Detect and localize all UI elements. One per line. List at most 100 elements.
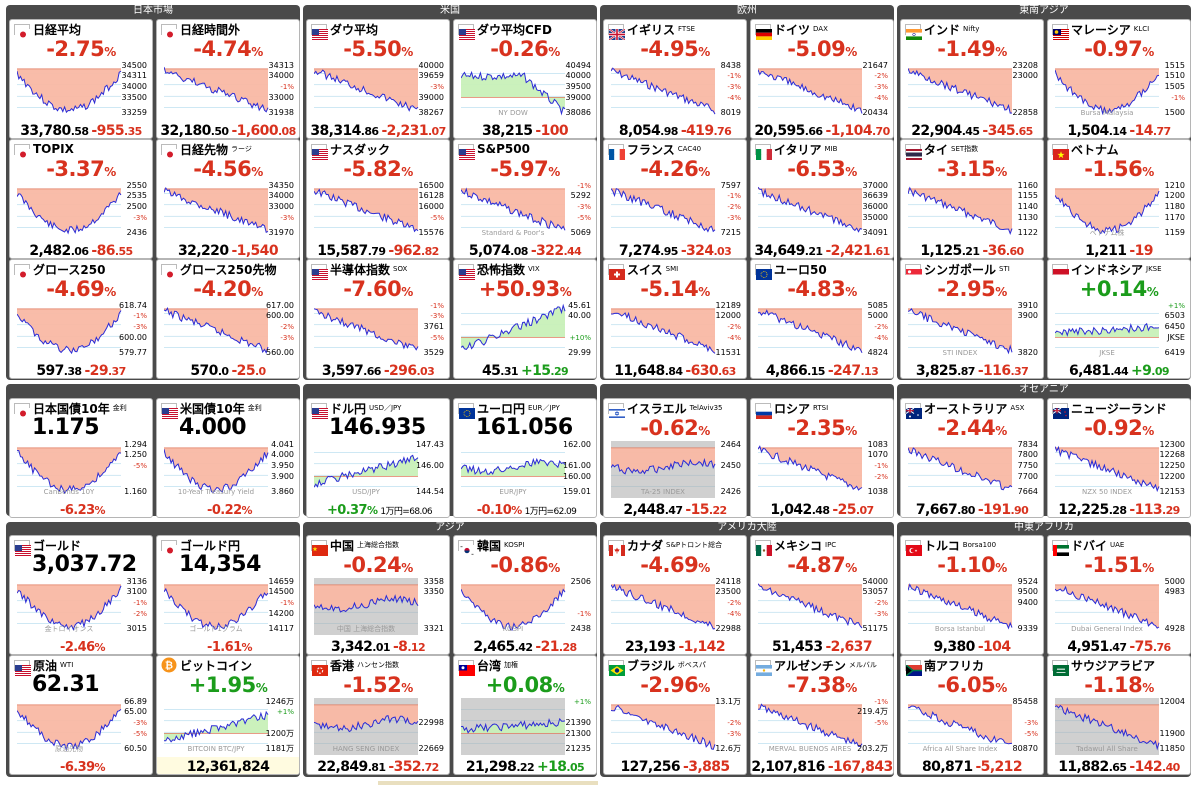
market-card[interactable]: ゴールド円 14,354 ゴールド1グラム 14659 14500 -1% 14200 14… [156,535,300,655]
market-card[interactable]: 恐怖指数 VIX +50.93% 45.61 40.00 +10% 29.99 45.31… [453,259,597,379]
market-card[interactable]: 香港 ハンセン指数 -1.52% HANG SENG INDEX 22998 22669… [306,655,450,775]
market-card[interactable]: マレーシア KLCI -0.97% Bursa Malaysia 1515 1510 15… [1047,19,1191,139]
market-card[interactable]: イギリス FTSE -4.95% 8438 -1% -3% -4% 8019 8,054.9… [603,19,747,139]
market-card[interactable]: 米国債10年 金利 4.000 10-Year Treasury Yield 4.04… [156,398,300,518]
chart-area: BITCOIN BTC/JPY 1246万 +1% 1200万 1181万 [164,698,294,755]
market-card[interactable]: 韓国 KOSPI -0.86% KOSPI 2506 -1% 2438 2,465.42-… [453,535,597,655]
card-footer: +0.37% 1万円=68.06 [307,500,449,517]
change-integer: -191 [977,502,1011,518]
market-card[interactable]: ダウ平均CFD -0.26% NY DOW 40494 40000 39500 39000… [453,19,597,139]
change-percent-value: -0.62 [640,416,699,440]
card-title: 恐怖指数 [477,262,526,277]
market-card[interactable]: ダウ平均 -5.50% 40000 39659 -3% 39000 38267 38,31… [306,19,450,139]
card-header: ダウ平均CFD [458,21,552,40]
change-percent: -0.97% [1048,37,1190,64]
sparkline-chart: TA-25 INDEX 2464 2450 2426 [611,441,741,498]
market-card[interactable]: インドネシア JKSE +0.14% JKSE +1% 6503 6450 JKSE 6419… [1047,259,1191,379]
market-card[interactable]: 日本国債10年 金利 1.175 CanBonds 10Y 1.294 1.250 -5%… [9,398,153,518]
market-card[interactable]: ドイツ DAX -5.09% 21647 -2% -3% -4% 20434 20,595.… [750,19,894,139]
flag-icon [458,402,475,419]
axis-label: 2506 [571,578,591,586]
market-card[interactable]: ユーロ円 EUR／JPY 161.056 EUR/JPY 162.00 161.00 16… [453,398,597,518]
market-card[interactable]: トルコ Borsa100 -1.10% Borsa Istanbul 9524 9500… [900,535,1044,655]
sparkline-fill [17,68,121,113]
market-card[interactable]: スイス SMI -5.14% 12189 12000 -2% -4% 11531 11,64… [603,259,747,379]
market-card[interactable]: シンガポール STI -2.95% STI INDEX 3910 3900 3820 3,… [900,259,1044,379]
sparkline-chart: JKSE +1%6503 6450 JKSE 6419 [1055,302,1185,357]
value-integer: 1,042 [770,502,812,518]
market-card[interactable]: ドル円 USD／JPY 146.935 USD/JPY 147.43 146.00 144… [306,398,450,518]
change-integer: -5,212 [975,759,1022,775]
axis-label: 24118 [716,578,741,586]
card-title: 半導体指数 [330,262,391,277]
axis-label: -3% [874,610,888,618]
market-card[interactable]: ブラジル ボベスパ -2.96% 13.1万 -2% -3% 12.6万 127,256-… [603,655,747,775]
change-percent: -1.52% [307,673,449,700]
market-card[interactable]: ゴールド 3,037.72 金トロイオンス 3136 3100 -1% -2% 3015 -… [9,535,153,655]
market-card[interactable]: 日経平均 -2.75% 34500 34311 34000 33500 33259 33,… [9,19,153,139]
axis-label: -1% [133,599,147,607]
value-decimal: .08 [510,245,528,258]
sparkline-line [461,588,566,631]
market-card[interactable]: ドバイ UAE -1.51% Dubai General Index 5000 4983… [1047,535,1191,655]
market-card[interactable]: 南アフリカ -6.05% Africa All Share Index 85458-… [900,655,1044,775]
sparkline-chart: EUR/JPY 162.00 161.00 160.00 159.01 [461,441,591,496]
market-card[interactable]: 半導体指数 SOX -7.60% -1% -3% 3761 -5% 3529 3,597.6… [306,259,450,379]
value-integer: 1,211 [1085,243,1127,259]
axis-label: 16128 [419,191,444,200]
market-card[interactable]: 原油 WTI 62.31 原油先物 66.89 65.00 -3% -5% 60.50 -6.… [9,655,153,775]
card-header: ドル円 USD／JPY [311,400,401,419]
market-card[interactable]: メキシコ IPC -4.87% 54000 53057 -2% -3% 51175 51,4… [750,535,894,655]
market-card[interactable]: アルゼンチン メルバル -7.38% MERVAL BUENOS AIRES -1% 2… [750,655,894,775]
market-card[interactable]: 中国 上海総合指数 -0.24% 中国 上海総合指数 3358 3350 3321 3,3… [306,535,450,655]
change-percent: -0.62% [604,416,746,443]
change-decimal: .05 [566,761,585,774]
market-card[interactable]: グロース250 -4.69% 618.74 -1% -3% 600.00 579.77 5… [9,259,153,379]
current-value: 4,951.47 [1067,639,1127,654]
market-card[interactable]: 日経先物 ラージ -4.56% 34350 34000 33000 -3% 31970 32… [156,139,300,259]
market-card[interactable]: タイ SET指数 -3.15% 1160 1155 1140 1130 1122 1,125… [900,139,1044,259]
change-integer: -167,843 [827,759,893,775]
market-card[interactable]: インド Nifty -1.49% 23208 23000 22858 22,904.45… [900,19,1044,139]
axis-label: 1159 [1165,228,1185,237]
change-value: -191.90 [977,502,1029,518]
card-title: ロシア [774,401,811,416]
current-value: 51,453 [772,639,823,654]
current-value: 3,825.87 [916,363,976,378]
percent-unit: % [995,561,1007,575]
card-header: 日本国債10年 金利 [14,400,127,419]
market-card[interactable]: イスラエル TelAviv35 -0.62% TA-25 INDEX 2464 2450… [603,398,747,518]
axis-label: 16000 [419,202,444,211]
market-card[interactable]: サウジアラビア -1.18% Tadawul All Share 12004 1190… [1047,655,1191,775]
market-card[interactable]: オーストラリア ASX -2.44% 7834 7800 7750 7700 7664 7,… [900,398,1044,518]
axis-label: -1% [1171,94,1185,102]
market-card[interactable]: 台湾 加権 +0.08% +1% 21390 21300 21235 21,298.22 +… [453,655,597,775]
sparkline-line [461,457,566,475]
change-decimal: .77 [1152,125,1171,138]
change-percent-value: -1.56 [1084,157,1143,181]
change-percent: -4.83% [751,277,893,304]
market-card[interactable]: ニュージーランド -0.92% NZX 50 INDEX 12300 12268 122… [1047,398,1191,518]
card-title: ユーロ円 [477,401,526,416]
market-card[interactable]: ₿ ビットコイン +1.95% BITCOIN BTC/JPY 1246万 +1% 120… [156,655,300,775]
market-card[interactable]: ロシア RTSI -2.35% 1083 1070 -1% -2% 1038 1,042.4… [750,398,894,518]
axis-label: -3% [727,730,741,738]
group-title: 日本市場 [133,5,173,16]
market-card[interactable]: カナダ S&Pトロント総合 -4.69% 24118 23500 -2% -4% 22988… [603,535,747,655]
market-card[interactable]: イタリア MIB -6.53% 37000 36639 36000 35000 34091 … [750,139,894,259]
market-card[interactable]: ナスダック -5.82% 16500 16128 16000 -5% 15576 15,5… [306,139,450,259]
market-card[interactable]: ベトナム -1.56% ベトナム株 1210 1200 1180 1170 1159 1,2… [1047,139,1191,259]
market-card[interactable]: 日経時間外 -4.74% 34313 34000 -1% 33000 31938 32,1… [156,19,300,139]
market-card[interactable]: ユーロ50 -4.83% 5085 5000 -2% -4% 4824 4,866.15-… [750,259,894,379]
change-decimal: .65 [1015,125,1033,138]
axis-label: 600.00 [119,333,147,342]
card-header: フランス CAC40 [608,141,701,160]
market-card[interactable]: TOPIX -3.37% 2550 2535 2500 -3% 2436 2,482.06… [9,139,153,259]
axis-label: 7664 [1018,487,1038,496]
chart-area: 原油先物 66.89 65.00 -3% -5% 60.50 [17,698,147,755]
market-card[interactable]: グロース250先物 -4.20% 617.00 600.00 -2% -3% 560.00… [156,259,300,379]
market-card[interactable]: フランス CAC40 -4.26% 7597 -1% -2% -3% 7215 7,274.… [603,139,747,259]
market-card[interactable]: S&P500 -5.97% Standard & Poor's -1% 5292 -3%… [453,139,597,259]
